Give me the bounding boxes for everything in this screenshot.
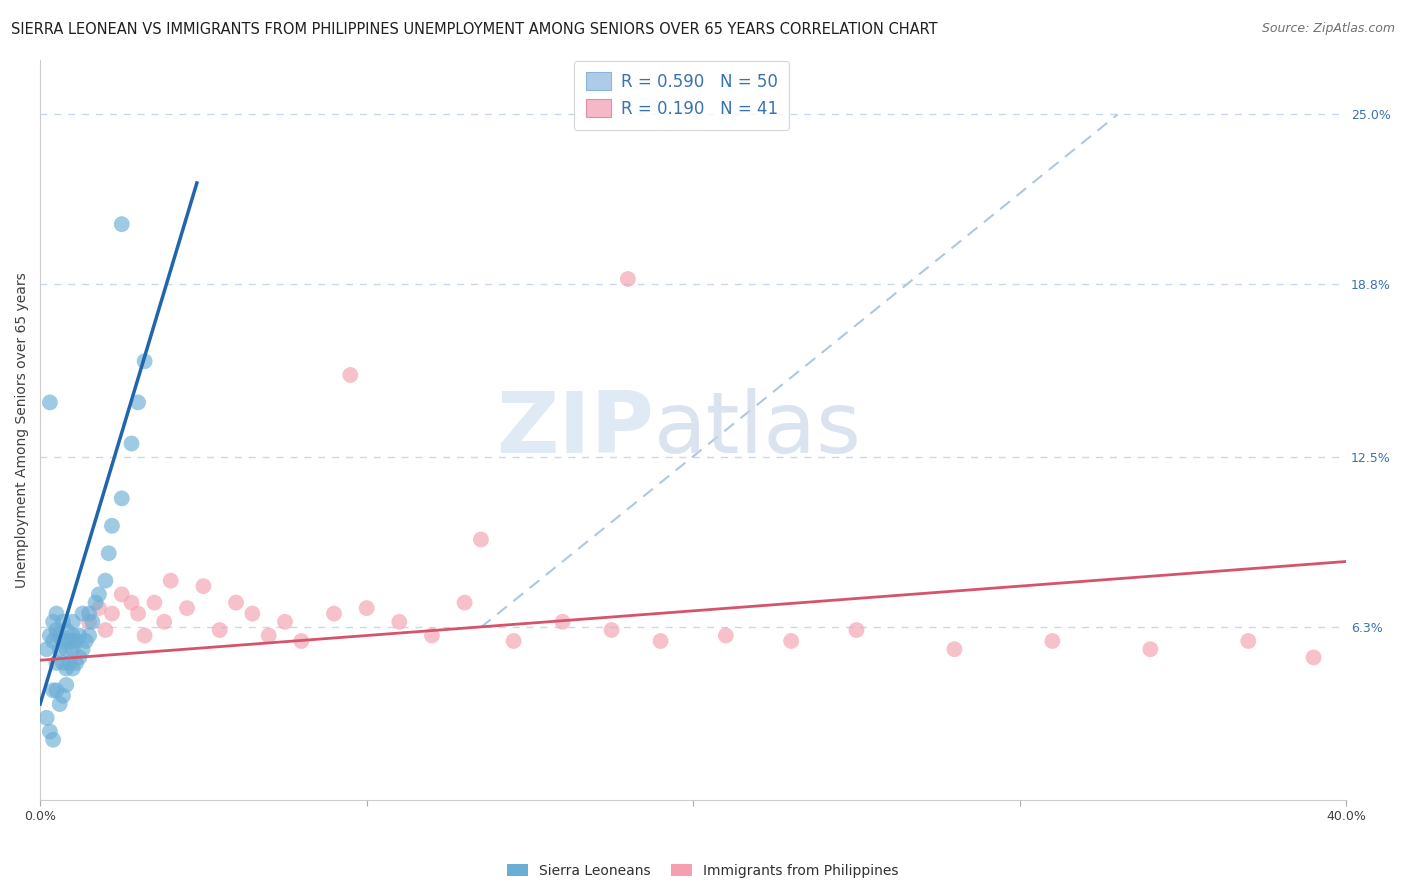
Point <box>240 607 263 621</box>
Text: atlas: atlas <box>654 388 862 471</box>
Point <box>84 596 107 610</box>
Point <box>159 574 181 588</box>
Point <box>52 689 75 703</box>
Point <box>62 661 84 675</box>
Point <box>339 368 361 382</box>
Point <box>62 628 84 642</box>
Point <box>94 574 117 588</box>
Point <box>323 607 346 621</box>
Point <box>111 217 134 231</box>
Point <box>77 628 100 642</box>
Point <box>42 615 65 629</box>
Point <box>35 642 58 657</box>
Point <box>75 634 97 648</box>
Point <box>77 615 100 629</box>
Point <box>714 628 737 642</box>
Point <box>1139 642 1161 657</box>
Point <box>72 607 94 621</box>
Point <box>38 395 60 409</box>
Point <box>55 642 77 657</box>
Point <box>82 615 104 629</box>
Point <box>208 623 231 637</box>
Point <box>45 656 67 670</box>
Point <box>45 683 67 698</box>
Point <box>38 724 60 739</box>
Point <box>45 628 67 642</box>
Point <box>38 628 60 642</box>
Point <box>67 650 90 665</box>
Point <box>453 596 475 610</box>
Point <box>48 697 70 711</box>
Point <box>52 656 75 670</box>
Point <box>58 656 80 670</box>
Point <box>87 587 110 601</box>
Point <box>127 395 149 409</box>
Point <box>62 634 84 648</box>
Point <box>111 491 134 506</box>
Point <box>55 661 77 675</box>
Point <box>42 634 65 648</box>
Point <box>52 615 75 629</box>
Point <box>551 615 574 629</box>
Point <box>502 634 524 648</box>
Point <box>101 518 124 533</box>
Point <box>780 634 803 648</box>
Legend: R = 0.590   N = 50, R = 0.190   N = 41: R = 0.590 N = 50, R = 0.190 N = 41 <box>574 61 789 129</box>
Point <box>72 642 94 657</box>
Point <box>42 732 65 747</box>
Point <box>35 711 58 725</box>
Point <box>42 683 65 698</box>
Text: ZIP: ZIP <box>496 388 654 471</box>
Point <box>121 596 143 610</box>
Point <box>97 546 120 560</box>
Point <box>193 579 215 593</box>
Point <box>67 628 90 642</box>
Point <box>650 634 672 648</box>
Point <box>94 623 117 637</box>
Point <box>87 601 110 615</box>
Point <box>62 615 84 629</box>
Point <box>134 354 156 368</box>
Point <box>121 436 143 450</box>
Legend: Sierra Leoneans, Immigrants from Philippines: Sierra Leoneans, Immigrants from Philipp… <box>502 858 904 883</box>
Point <box>470 533 492 547</box>
Point <box>356 601 378 615</box>
Point <box>1040 634 1063 648</box>
Point <box>65 634 87 648</box>
Point <box>617 272 640 286</box>
Point <box>274 615 297 629</box>
Point <box>1237 634 1260 648</box>
Point <box>943 642 966 657</box>
Point <box>420 628 443 642</box>
Point <box>143 596 166 610</box>
Point <box>290 634 312 648</box>
Point <box>101 607 124 621</box>
Point <box>58 634 80 648</box>
Point <box>77 607 100 621</box>
Point <box>55 623 77 637</box>
Text: SIERRA LEONEAN VS IMMIGRANTS FROM PHILIPPINES UNEMPLOYMENT AMONG SENIORS OVER 65: SIERRA LEONEAN VS IMMIGRANTS FROM PHILIP… <box>11 22 938 37</box>
Point <box>153 615 176 629</box>
Point <box>225 596 247 610</box>
Point <box>45 623 67 637</box>
Point <box>1302 650 1324 665</box>
Point <box>62 642 84 657</box>
Text: Source: ZipAtlas.com: Source: ZipAtlas.com <box>1261 22 1395 36</box>
Point <box>127 607 149 621</box>
Point <box>600 623 623 637</box>
Point <box>65 656 87 670</box>
Point <box>52 634 75 648</box>
Point <box>45 607 67 621</box>
Point <box>134 628 156 642</box>
Point <box>48 642 70 657</box>
Point <box>388 615 411 629</box>
Point <box>48 628 70 642</box>
Point <box>55 678 77 692</box>
Point <box>176 601 198 615</box>
Point <box>111 587 134 601</box>
Y-axis label: Unemployment Among Seniors over 65 years: Unemployment Among Seniors over 65 years <box>15 272 30 588</box>
Point <box>257 628 280 642</box>
Point <box>845 623 868 637</box>
